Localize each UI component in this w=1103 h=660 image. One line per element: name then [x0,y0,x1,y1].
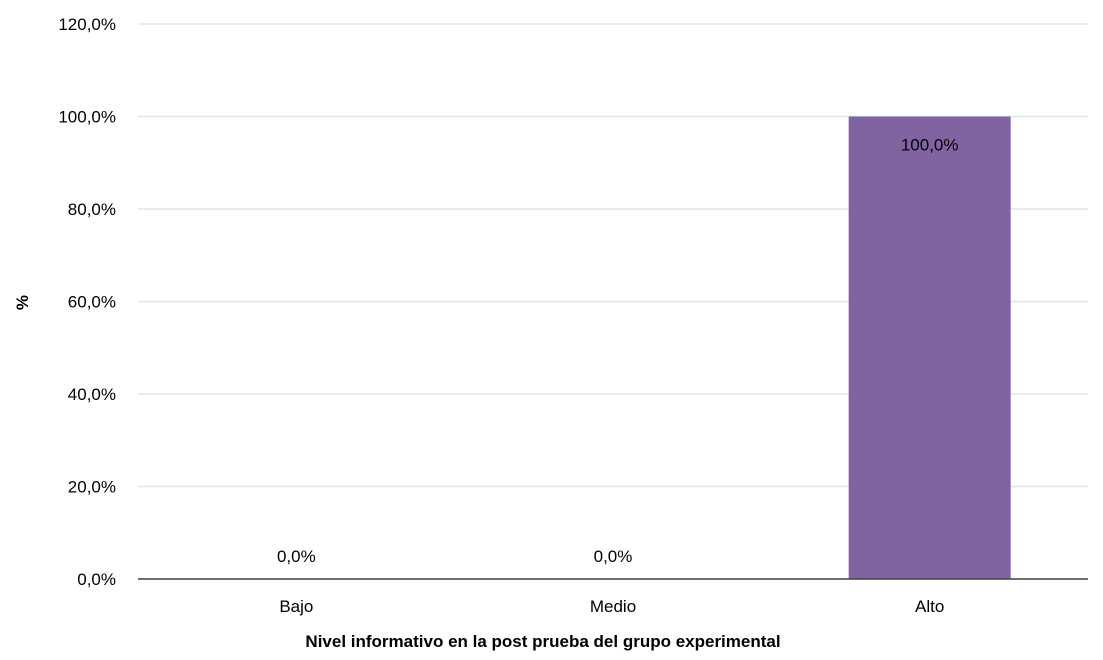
y-tick-label: 60,0% [68,293,116,312]
x-tick-label: Medio [590,597,636,616]
bars [848,116,1011,579]
y-axis-ticks: 0,0% 20,0% 40,0% 60,0% 80,0% 100,0% 120,0% [58,15,116,589]
y-tick-label: 20,0% [68,478,116,497]
x-axis-title: Nivel informativo en la post prueba del … [305,632,780,651]
bar-alto [848,116,1011,579]
x-axis-ticks: Bajo Medio Alto [279,597,944,616]
x-tick-label: Bajo [279,597,313,616]
x-tick-label: Alto [915,597,944,616]
y-axis-title: % [13,295,32,310]
data-label: 0,0% [594,547,633,566]
data-label: 0,0% [277,547,316,566]
y-tick-label: 40,0% [68,385,116,404]
y-tick-label: 0,0% [77,570,116,589]
data-label: 100,0% [901,136,959,155]
data-labels: 0,0% 0,0% 100,0% [277,136,959,567]
y-tick-label: 120,0% [58,15,116,34]
y-tick-label: 100,0% [58,108,116,127]
y-tick-label: 80,0% [68,200,116,219]
